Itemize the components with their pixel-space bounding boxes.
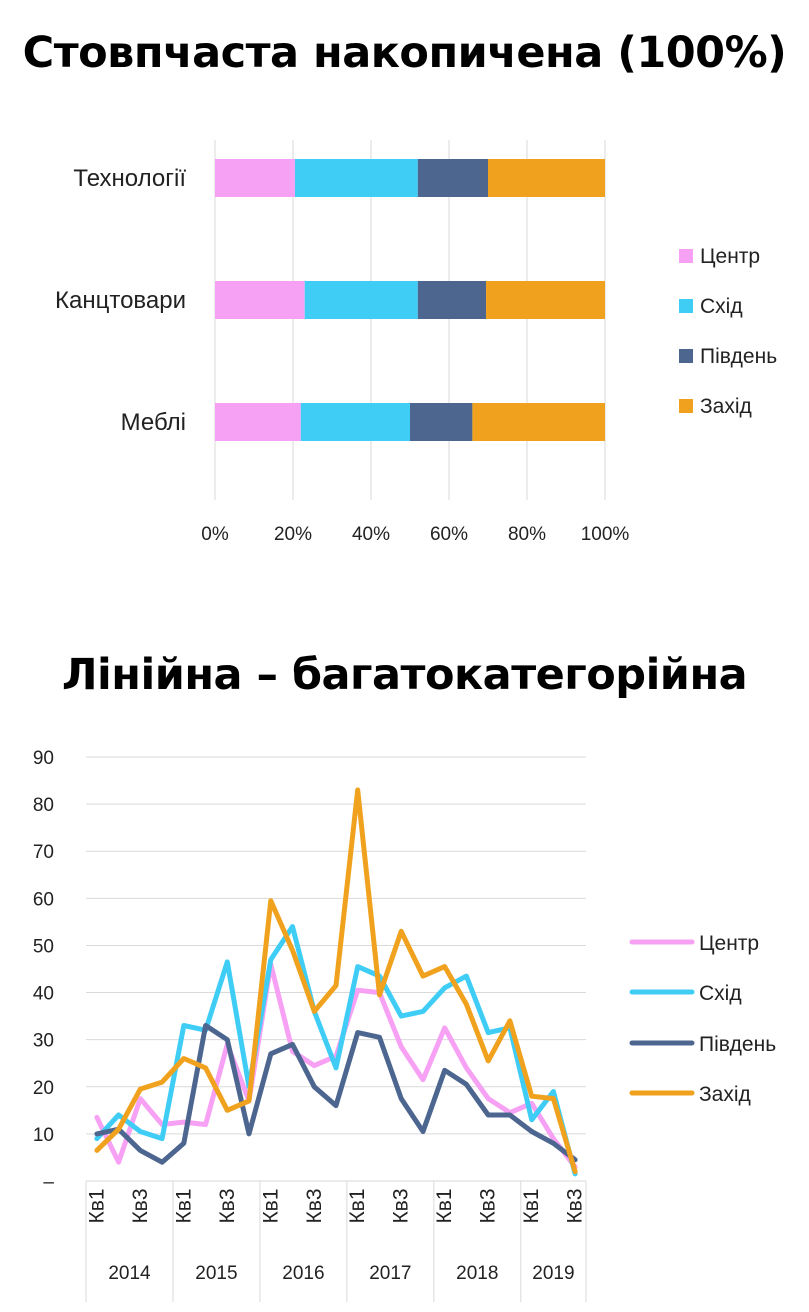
quarter-label: Кв3 (303, 1188, 326, 1223)
bar-segment (472, 403, 605, 441)
quarter-label: Кв1 (172, 1188, 195, 1223)
y-tick-label: 70 (33, 842, 54, 863)
year-label: 2017 (369, 1263, 411, 1284)
y-tick-label: 60 (33, 889, 54, 910)
bar-segment (294, 159, 418, 197)
legend-label: Південь (700, 345, 777, 368)
legend-label: Південь (699, 1033, 776, 1056)
bar-segment (300, 403, 410, 441)
stacked-bar-chart: 0% 20% 40% 60% 80% 100% Технології Канцтовари Ме… (55, 140, 777, 545)
legend-swatch (679, 249, 693, 263)
legend-label: Захід (699, 1083, 751, 1106)
series-line (94, 1023, 578, 1165)
year-label: 2018 (456, 1263, 498, 1284)
legend-label: Центр (699, 932, 759, 955)
category-label: Меблі (121, 409, 186, 436)
x-tick-label: 80% (508, 524, 546, 545)
x-tick-label: 60% (430, 524, 468, 545)
bar-segment (488, 159, 605, 197)
bar-segment (304, 281, 418, 319)
quarter-label: Кв1 (259, 1188, 282, 1223)
x-tick-label: 100% (581, 524, 630, 545)
y-tick-label: 30 (33, 1031, 54, 1052)
bar-segment (215, 403, 301, 441)
bar-segment (215, 281, 305, 319)
quarter-label: Кв1 (520, 1188, 543, 1223)
x-tick-label: 40% (352, 524, 390, 545)
y-tick-label: 90 (33, 748, 54, 769)
year-label: 2019 (532, 1263, 574, 1284)
line-chart-title: Лінійна – багатокатегорійна (61, 650, 748, 700)
quarter-label: Кв1 (346, 1188, 369, 1223)
legend-label: Схід (700, 295, 743, 318)
y-tick-label: 80 (33, 795, 54, 816)
category-label: Технології (73, 165, 186, 192)
quarter-label: Кв3 (129, 1188, 152, 1223)
quarter-label: Кв1 (85, 1188, 108, 1223)
legend-swatch (679, 399, 693, 413)
bar-segment (417, 281, 487, 319)
legend-label: Центр (700, 245, 760, 268)
legend-label: Захід (700, 395, 752, 418)
legend-swatch (679, 349, 693, 363)
quarter-label: Кв3 (390, 1188, 413, 1223)
year-label: 2014 (108, 1263, 151, 1284)
y-tick-label: – (43, 1172, 54, 1193)
legend-swatch (679, 299, 693, 313)
y-tick-label: 20 (33, 1078, 54, 1099)
legend-label: Схід (699, 982, 742, 1005)
quarter-label: Кв3 (216, 1188, 239, 1223)
bar-segment (215, 159, 295, 197)
y-tick-label: 10 (33, 1125, 54, 1146)
quarter-label: Кв1 (433, 1188, 456, 1223)
quarter-label: Кв3 (477, 1188, 500, 1223)
year-label: 2016 (282, 1263, 324, 1284)
bar-segment (486, 281, 605, 319)
y-tick-label: 40 (33, 984, 54, 1005)
category-label: Канцтовари (55, 287, 186, 314)
y-tick-label: 50 (33, 936, 54, 957)
x-tick-label: 20% (274, 524, 312, 545)
bar-segment (410, 403, 473, 441)
x-tick-label: 0% (201, 524, 229, 545)
year-label: 2015 (195, 1263, 237, 1284)
quarter-label: Кв3 (564, 1188, 587, 1223)
bar-segment (417, 159, 488, 197)
multi-category-line-chart: – 10 20 30 40 50 60 70 80 90 Кв1 Кв3 2014 Кв1 Кв3 2015 К… (33, 748, 776, 1302)
series-line (94, 787, 578, 1175)
bar-chart-title: Стовпчаста накопичена (100%) (22, 28, 787, 78)
